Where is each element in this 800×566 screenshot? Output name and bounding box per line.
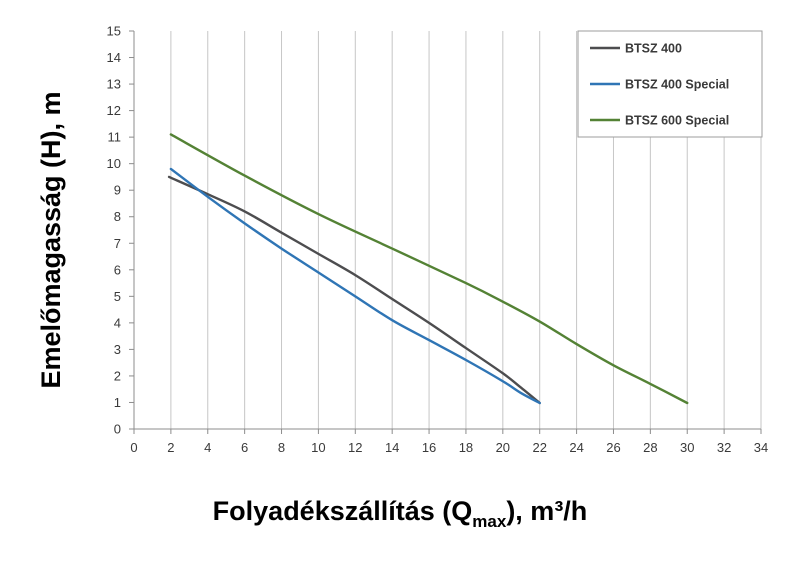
x-tick-label: 4 (204, 440, 211, 455)
gridlines (170, 31, 762, 429)
y-tick-label: 1 (114, 395, 121, 410)
y-tick-label: 3 (114, 342, 121, 357)
x-tick-label: 10 (311, 440, 325, 455)
x-tick-label: 0 (130, 440, 137, 455)
x-tick-label: 26 (606, 440, 620, 455)
legend: BTSZ 400 BTSZ 400 Special BTSZ 600 Special (577, 30, 763, 138)
series-lines (167, 133, 689, 405)
x-tick-label: 2 (167, 440, 174, 455)
x-tick-label: 14 (385, 440, 399, 455)
y-tick-label: 14 (107, 50, 121, 65)
x-tick-label: 30 (680, 440, 694, 455)
legend-label-btsz-400-special: BTSZ 400 Special (625, 78, 729, 92)
x-axis-title-suffix: ), m³/h (506, 496, 587, 526)
series-line-btsz-400 (167, 175, 541, 405)
x-axis-title-main: Folyadékszállítás (Q (213, 496, 473, 526)
y-tick-label: 15 (107, 24, 121, 39)
y-tick-label: 10 (107, 156, 121, 171)
legend-label-btsz-400: BTSZ 400 (625, 42, 682, 56)
y-tick-label: 11 (108, 130, 122, 145)
x-tick-label: 28 (643, 440, 657, 455)
y-tick-label: 9 (114, 183, 121, 198)
legend-label-btsz-600-special: BTSZ 600 Special (625, 114, 729, 128)
legend-items: BTSZ 400 BTSZ 400 Special BTSZ 600 Special (590, 42, 729, 128)
x-tick-label: 22 (532, 440, 546, 455)
x-tick-label: 20 (496, 440, 510, 455)
series-line-btsz-600-special (169, 133, 689, 405)
x-tick-label: 32 (717, 440, 731, 455)
y-tick-label: 2 (114, 368, 121, 383)
x-tick-label: 34 (754, 440, 768, 455)
x-tick-label: 6 (241, 440, 248, 455)
y-tick-label: 5 (114, 289, 121, 304)
y-tick-label: 8 (114, 209, 121, 224)
x-tick-label: 8 (278, 440, 285, 455)
x-axis-title: Folyadékszállítás (Qmax), m³/h (213, 496, 588, 531)
x-tick-label: 12 (348, 440, 362, 455)
axes (129, 30, 762, 434)
x-axis-title-subscript: max (472, 512, 507, 531)
y-tick-label: 0 (114, 422, 121, 437)
x-tick-label: 18 (459, 440, 473, 455)
y-tick-label: 4 (114, 315, 121, 330)
y-tick-label: 6 (114, 262, 121, 277)
y-tick-label: 7 (114, 236, 121, 251)
y-tick-label: 12 (107, 103, 121, 118)
y-tick-label: 13 (107, 77, 121, 92)
series-line-btsz-400-special (169, 167, 541, 405)
y-axis-title: Emelőmagasság (H), m (36, 91, 66, 388)
x-tick-label: 16 (422, 440, 436, 455)
x-tick-label: 24 (569, 440, 583, 455)
